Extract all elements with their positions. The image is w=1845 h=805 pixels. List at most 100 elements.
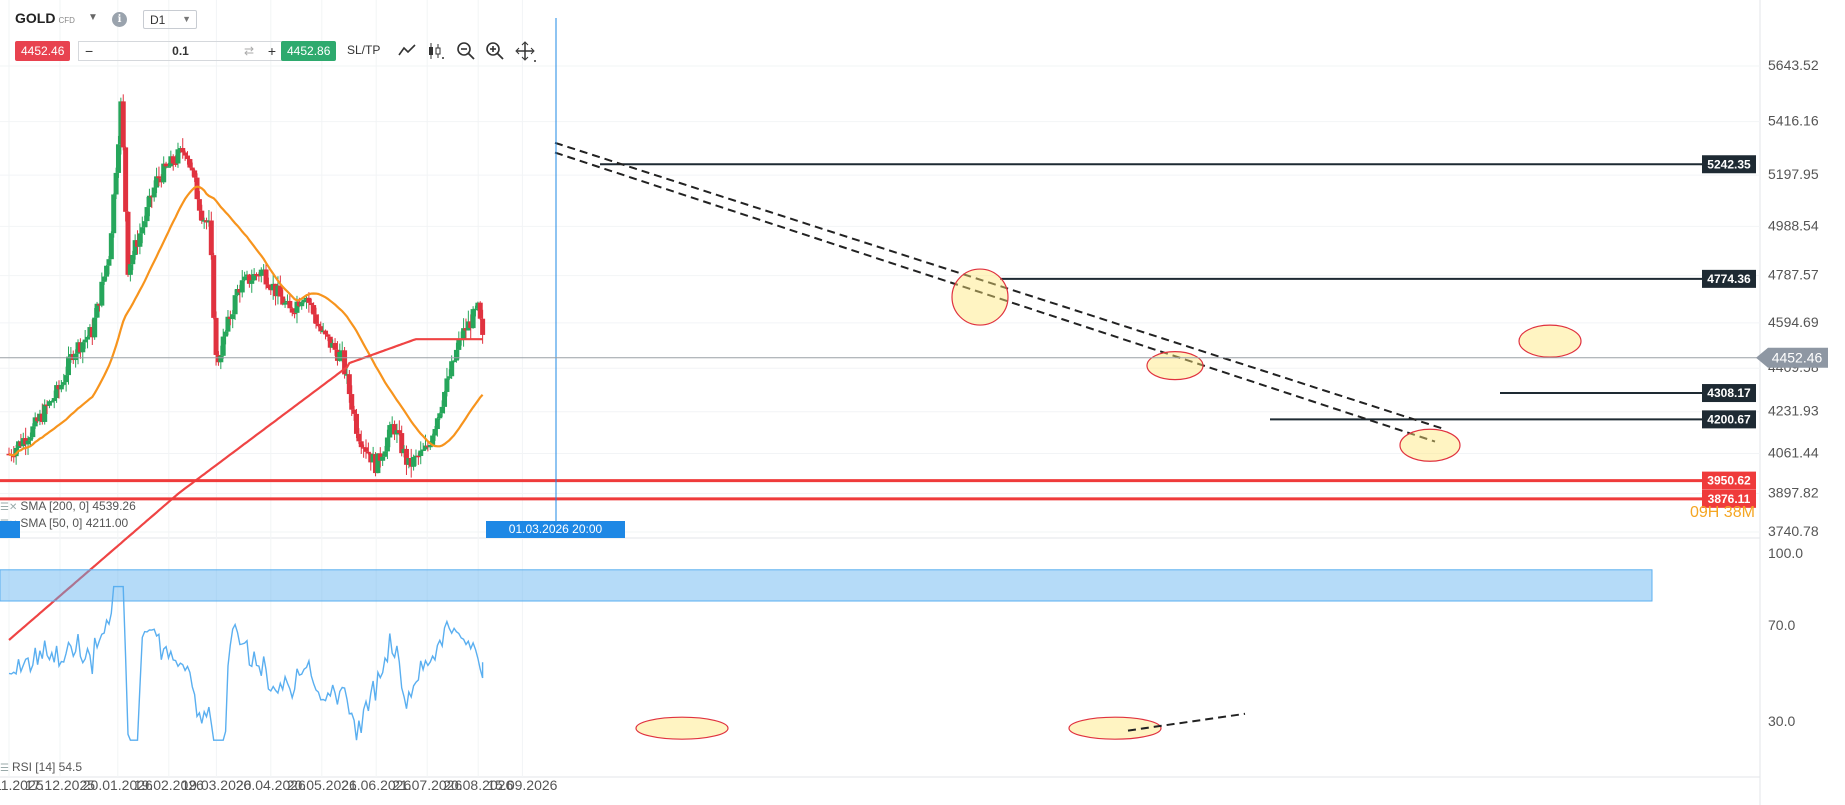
zoom-in-icon[interactable] [484, 40, 506, 62]
candle-up [472, 308, 478, 311]
candle-up [375, 453, 381, 474]
candle-up [251, 274, 257, 281]
candle-down [346, 374, 352, 395]
candle-down [325, 334, 331, 337]
candle-down [477, 302, 483, 319]
candle-up [85, 336, 91, 340]
candle-up [384, 437, 390, 452]
candle-up [449, 361, 455, 377]
crosshair-move-icon[interactable] [514, 40, 536, 62]
highlight-ellipse [951, 268, 1009, 326]
quantity-stepper[interactable]: − 0.1 ⇄ + [78, 41, 283, 61]
swap-icon[interactable]: ⇄ [243, 44, 254, 58]
rsi-tick-label: 30.0 [1768, 713, 1795, 729]
sma50-line [8, 185, 484, 457]
x-tick-label: 17.12.2025 [25, 777, 95, 793]
candle-up [139, 227, 145, 234]
x-tick-label: 19.02.2026 [134, 777, 204, 793]
candle-up [66, 356, 71, 376]
candle-up [337, 352, 343, 361]
candle-up [54, 385, 60, 399]
x-tick-label: 17.11.2025 [0, 777, 44, 793]
candle-up [46, 401, 52, 406]
candle-down [187, 159, 193, 168]
candle-up [249, 280, 255, 284]
candle-down [123, 147, 129, 212]
candle-down [180, 148, 186, 153]
sma200-line [8, 338, 483, 641]
candle-up [32, 417, 38, 427]
settings-icon[interactable]: ☰ [0, 763, 9, 774]
zoom-out-icon[interactable] [455, 40, 477, 62]
price-level-value: 4200.67 [1707, 412, 1751, 426]
candle-down [306, 297, 312, 303]
y-tick-label: 3740.78 [1768, 523, 1819, 539]
info-icon[interactable]: i [112, 12, 127, 27]
x-tick-label: 21.07.2026 [392, 777, 462, 793]
candle-down [308, 302, 314, 306]
sma200-legend[interactable]: ☰✕ SMA [200, 0] 4539.26 [0, 499, 136, 513]
candle-up [175, 149, 181, 164]
sltp-button[interactable]: SL/TP [347, 43, 381, 57]
candle-up [142, 221, 148, 228]
candle-down [332, 343, 338, 350]
x-tick-label: 20.05.2026 [287, 777, 357, 793]
increase-quantity-button[interactable]: + [267, 43, 276, 59]
buy-price-button[interactable]: 4452.86 [281, 41, 337, 61]
candle-down [289, 308, 295, 313]
candle-up [92, 317, 98, 338]
candle-up [111, 194, 117, 234]
y-tick-label: 4231.93 [1768, 403, 1819, 419]
quantity-value[interactable]: 0.1 [172, 44, 189, 58]
candle-down [254, 274, 260, 276]
rsi-line [8, 585, 484, 741]
candle-up [146, 195, 152, 208]
candle-down [358, 441, 364, 448]
candle-up [113, 172, 119, 195]
candle-up [154, 176, 160, 188]
line-chart-icon[interactable] [396, 40, 418, 62]
sell-price-button[interactable]: 4452.46 [15, 41, 71, 61]
candle-up [382, 451, 388, 457]
candle-down [403, 448, 409, 465]
candle-up [225, 316, 231, 332]
settings-close-icon[interactable]: ☰✕ [0, 502, 18, 513]
candle-up [104, 265, 110, 277]
y-tick-label: 3897.82 [1768, 485, 1819, 501]
current-price-value: 4452.46 [1772, 350, 1823, 366]
rsi-tick-label: 100.0 [1768, 545, 1803, 561]
candle-up [301, 299, 307, 303]
y-tick-label: 4988.54 [1768, 217, 1819, 233]
candle-up [387, 425, 393, 438]
candle-down [194, 177, 200, 200]
price-level-tag [1702, 269, 1756, 288]
candle-down [196, 199, 202, 211]
symbol-dropdown-icon[interactable]: ▼ [88, 12, 98, 23]
candle-up [423, 445, 428, 450]
candle-up [82, 339, 88, 343]
candle-down [156, 176, 162, 179]
timeframe-select[interactable]: D1 ▼ [143, 10, 197, 29]
candle-up [30, 426, 36, 438]
candle-down [351, 409, 357, 414]
symbol-selector[interactable]: GOLD CFD [15, 10, 75, 26]
candle-down [163, 163, 169, 167]
candle-up [451, 360, 457, 363]
rsi-legend[interactable]: ☰ RSI [14] 54.5 [0, 760, 83, 774]
decrease-quantity-button[interactable]: − [85, 43, 94, 59]
candlestick-icon[interactable] [425, 40, 447, 62]
candle-up [437, 413, 443, 419]
x-tick-label: 20.01.2026 [83, 777, 153, 793]
rsi-highlight-ellipse [635, 716, 729, 740]
candle-down [263, 269, 269, 285]
candle-down [199, 210, 205, 221]
candle-up [108, 233, 114, 260]
price-level-value: 4308.17 [1707, 386, 1751, 400]
x-tick-label: 20.08.2026 [443, 777, 513, 793]
candle-up [258, 269, 264, 276]
candle-up [42, 404, 48, 422]
candle-down [265, 284, 271, 289]
candle-up [456, 339, 462, 350]
candle-down [287, 300, 293, 309]
